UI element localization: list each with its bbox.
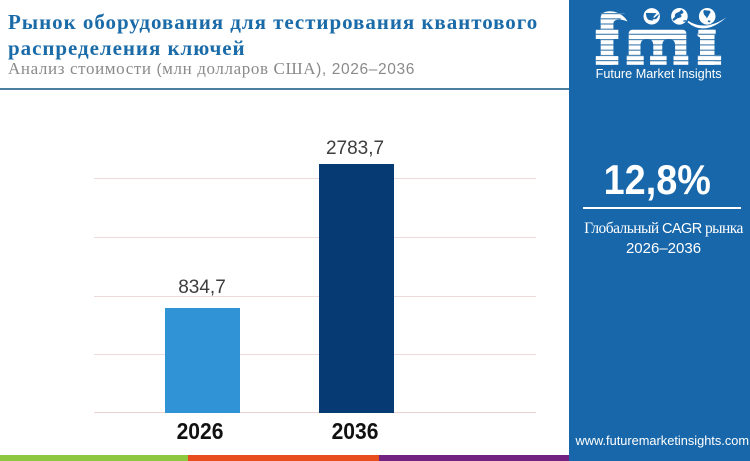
- svg-text:Future Market Insights: Future Market Insights: [596, 67, 722, 81]
